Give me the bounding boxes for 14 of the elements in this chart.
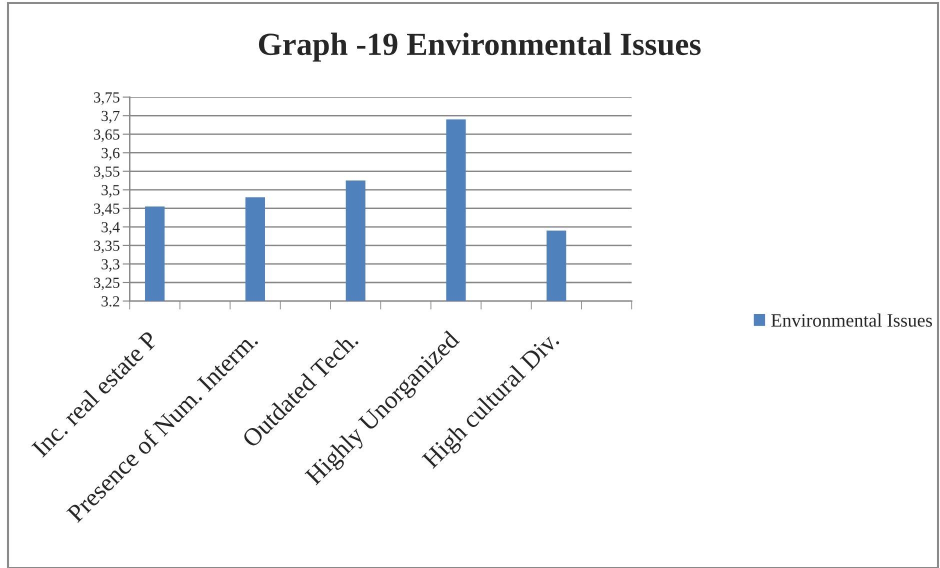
chart-title: Graph -19 Environmental Issues xyxy=(258,32,701,62)
y-tick-label: 3,45 xyxy=(94,204,120,216)
y-tick-label: 3,4 xyxy=(102,222,120,235)
y-tick-label: 3,3 xyxy=(102,259,120,272)
y-tick-label: 3,55 xyxy=(94,166,120,179)
y-tick-label: 3,7 xyxy=(102,110,120,124)
y-tick-label: 3.2 xyxy=(102,296,120,307)
y-tick-label: 3,35 xyxy=(94,240,120,254)
y-tick-label: 3,25 xyxy=(94,278,120,290)
y-tick-label: 3,75 xyxy=(94,92,120,105)
y-tick-label: 3,5 xyxy=(102,185,120,198)
y-tick-label: 3,6 xyxy=(102,148,120,160)
legend-label: Environmental Issues xyxy=(771,314,932,327)
y-tick-label: 3,65 xyxy=(94,129,120,142)
